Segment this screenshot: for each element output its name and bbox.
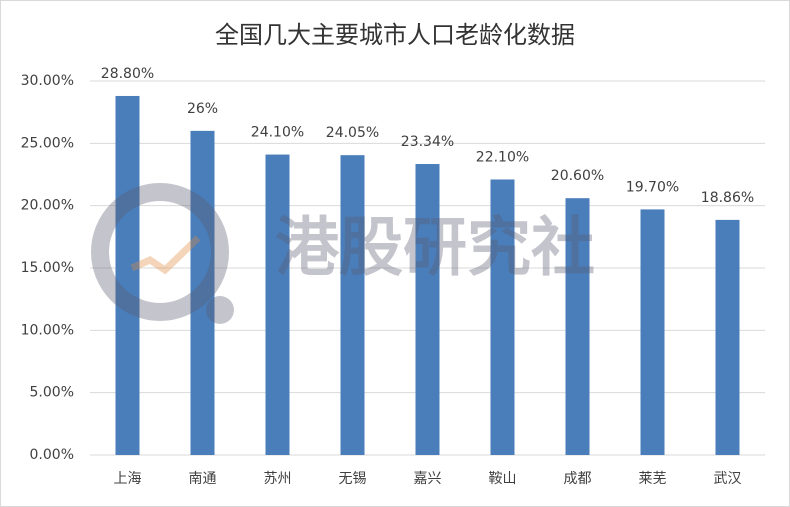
y-tick-label: 5.00% [30, 385, 74, 401]
y-tick-label: 30.00% [21, 73, 74, 89]
bar [340, 155, 365, 455]
x-tick-label: 南通 [189, 471, 217, 487]
bar [490, 179, 515, 455]
bar [565, 198, 590, 456]
watermark-logo [91, 183, 234, 324]
x-tick-label: 鞍山 [489, 471, 517, 487]
y-tick-label: 0.00% [30, 447, 74, 463]
bar [265, 154, 290, 455]
logo-ring [91, 183, 229, 321]
data-label: 18.86% [701, 190, 754, 206]
data-label: 23.34% [401, 134, 454, 150]
x-tick-label: 上海 [114, 471, 142, 487]
x-tick-label: 成都 [564, 471, 592, 487]
data-label: 22.10% [476, 149, 529, 165]
y-tick-label: 15.00% [21, 260, 74, 276]
x-tick-label: 苏州 [264, 471, 292, 487]
data-label: 28.80% [101, 66, 154, 82]
data-label: 19.70% [626, 179, 679, 195]
y-tick-label: 10.00% [21, 322, 74, 338]
logo-arrow [130, 235, 201, 275]
watermark: 港股研究社 [275, 212, 595, 286]
x-tick-label: 嘉兴 [414, 471, 442, 487]
bar [640, 209, 665, 455]
data-label: 20.60% [551, 168, 604, 184]
y-tick-label: 20.00% [21, 198, 74, 214]
chart-title: 全国几大主要城市人口老龄化数据 [215, 21, 575, 49]
data-label: 24.10% [251, 125, 304, 141]
bar [190, 130, 215, 455]
data-label: 24.05% [326, 125, 379, 141]
data-label: 26% [187, 101, 218, 117]
x-tick-label: 无锡 [339, 471, 367, 487]
y-tick-label: 25.00% [21, 135, 74, 151]
bar [715, 219, 740, 455]
logo-dot [206, 296, 234, 324]
bar [415, 164, 440, 455]
x-tick-label: 莱芜 [639, 470, 667, 487]
bar [115, 95, 140, 456]
plot-area: 0.00% 5.00% 10.00% 15.00% 20.00% 25.00% 30.00%… [21, 66, 765, 487]
x-tick-label: 武汉 [714, 471, 742, 487]
